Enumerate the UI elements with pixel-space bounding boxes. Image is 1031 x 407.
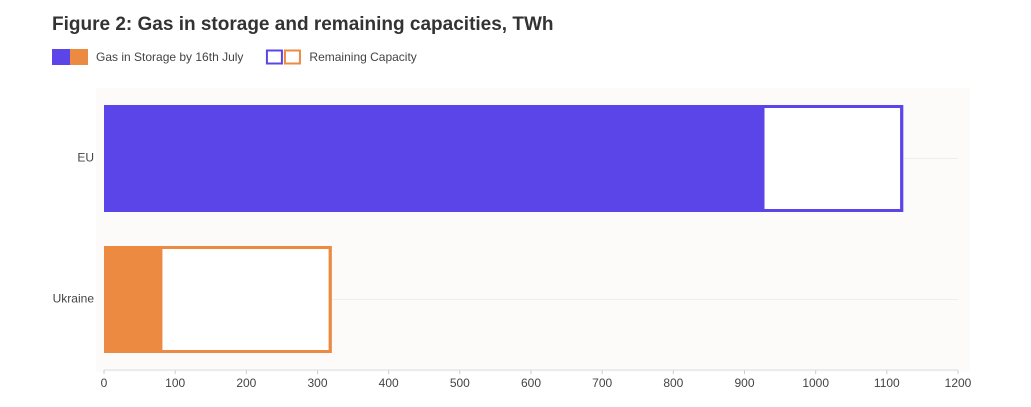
legend-label: Gas in Storage by 16th July: [96, 50, 243, 64]
x-tick-label: 1100: [874, 376, 900, 390]
bar-outline: [104, 246, 332, 353]
x-tick-label: 800: [663, 376, 683, 390]
x-tick-label: 100: [165, 376, 185, 390]
x-tick-label: 400: [379, 376, 399, 390]
chart-title: Figure 2: Gas in storage and remaining c…: [52, 14, 554, 35]
legend-label: Remaining Capacity: [309, 50, 416, 64]
legend-swatch: [70, 49, 88, 65]
x-tick-label: 500: [450, 376, 470, 390]
x-tick-label: 0: [101, 376, 108, 390]
bar-outline: [104, 105, 904, 212]
legend-swatch: [283, 49, 301, 65]
y-tick-label: Ukraine: [53, 292, 95, 306]
x-tick-label: 300: [307, 376, 327, 390]
legend-swatch: [265, 49, 283, 65]
bar-segment: [761, 105, 904, 212]
legend-swatch: [52, 49, 70, 65]
x-tick-label: 1000: [802, 376, 829, 390]
y-tick-label: EU: [77, 151, 94, 165]
x-tick-label: 700: [592, 376, 612, 390]
x-tick-label: 900: [734, 376, 754, 390]
x-tick-label: 200: [236, 376, 256, 390]
x-tick-label: 1200: [945, 376, 972, 390]
bar-segment: [159, 246, 332, 353]
bar-segment: [104, 246, 161, 353]
x-tick-label: 600: [521, 376, 541, 390]
bar-segment: [104, 105, 764, 212]
